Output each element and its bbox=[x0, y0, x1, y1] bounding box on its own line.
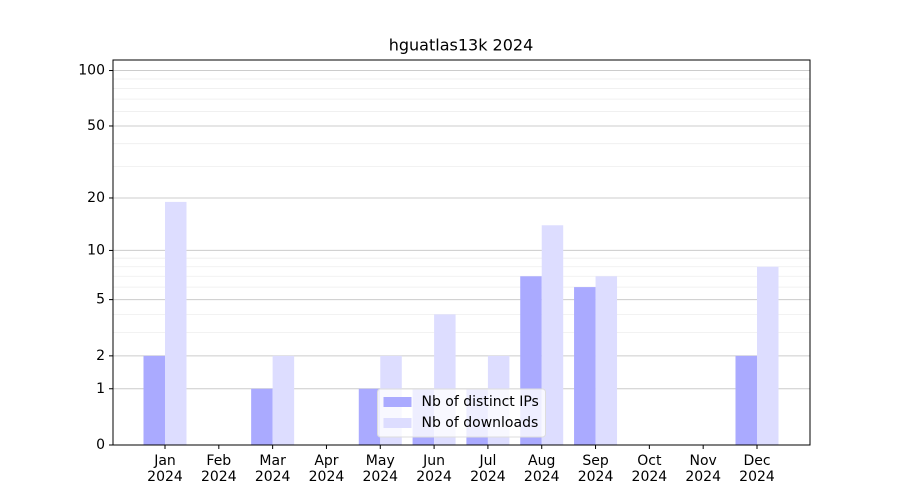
legend-label: Nb of downloads bbox=[422, 415, 539, 431]
x-tick-label: Jul 2024 bbox=[470, 453, 506, 485]
y-tick-label: 100 bbox=[78, 63, 105, 79]
bar bbox=[143, 355, 165, 445]
bar bbox=[251, 388, 273, 445]
x-tick-label: Dec 2024 bbox=[739, 453, 775, 485]
legend-swatch bbox=[383, 397, 412, 407]
y-tick-label: 1 bbox=[96, 381, 105, 397]
bar bbox=[757, 266, 779, 445]
legend-swatch bbox=[383, 418, 412, 428]
y-tick-label: 2 bbox=[96, 348, 105, 364]
bar bbox=[595, 276, 618, 445]
bar bbox=[735, 355, 757, 445]
legend-frame bbox=[377, 388, 546, 438]
bar bbox=[272, 355, 295, 445]
bar bbox=[541, 225, 564, 445]
x-tick-label: Mar 2024 bbox=[255, 453, 291, 485]
x-tick-label: Oct 2024 bbox=[632, 453, 668, 485]
x-tick-label: Sep 2024 bbox=[578, 453, 614, 485]
x-tick-label: Jan 2024 bbox=[147, 453, 183, 485]
legend-label: Nb of distinct IPs bbox=[422, 394, 539, 410]
x-tick-label: Apr 2024 bbox=[309, 453, 345, 485]
x-tick-label: May 2024 bbox=[362, 453, 398, 485]
y-tick-label: 50 bbox=[87, 118, 105, 134]
bar bbox=[165, 201, 187, 445]
y-tick-label: 10 bbox=[87, 242, 105, 258]
y-tick-label: 20 bbox=[87, 190, 105, 206]
y-tick-label: 0 bbox=[96, 437, 105, 453]
chart-title: hguatlas13k 2024 bbox=[389, 36, 534, 55]
x-tick-label: Jun 2024 bbox=[416, 453, 452, 485]
plot-frame bbox=[112, 59, 811, 446]
x-tick-label: Feb 2024 bbox=[201, 453, 237, 485]
x-tick-label: Aug 2024 bbox=[524, 453, 560, 485]
y-tick-label: 5 bbox=[96, 292, 105, 308]
bar bbox=[358, 388, 381, 445]
x-tick-label: Nov 2024 bbox=[685, 453, 721, 485]
bar bbox=[574, 287, 596, 445]
legend: Nb of distinct IPs Nb of downloads bbox=[377, 388, 546, 438]
